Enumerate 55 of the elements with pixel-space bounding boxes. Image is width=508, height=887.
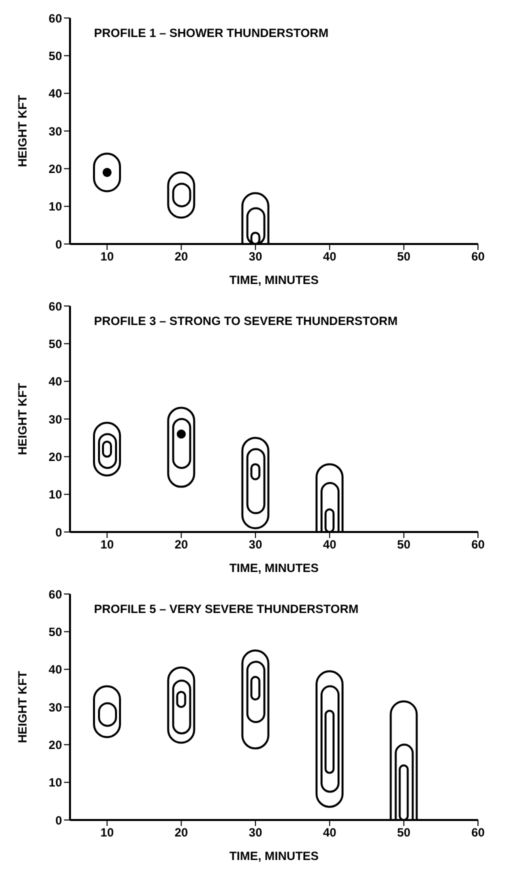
bar <box>241 436 270 530</box>
y-tick-label: 0 <box>55 237 62 252</box>
y-tick-label: 30 <box>48 700 62 714</box>
y-tick-label: 50 <box>48 624 62 639</box>
x-tick-label: 10 <box>100 250 114 264</box>
y-tick-label: 60 <box>48 11 62 26</box>
text: PROFILE 5 – VERY SEVERE THUNDERSTORM <box>94 602 358 616</box>
x-tick-label: 20 <box>174 826 188 840</box>
y-tick-label: 50 <box>48 48 62 63</box>
x-tick-label: 60 <box>471 538 485 552</box>
x-tick-label: 50 <box>397 538 411 552</box>
x-tick-label: 40 <box>322 250 337 264</box>
x-axis-title: TIME, MINUTES <box>229 273 319 287</box>
y-tick-label: 40 <box>48 662 62 677</box>
y-tick-label: 30 <box>48 124 62 138</box>
y-tick-label: 60 <box>48 587 62 602</box>
y-tick-label: 10 <box>48 776 62 790</box>
x-tick-label: 30 <box>248 250 262 264</box>
x-tick-label: 20 <box>174 250 188 264</box>
y-axis-title: HEIGHT KFT <box>15 670 30 743</box>
y-axis-title: HEIGHT KFT <box>15 382 30 455</box>
x-tick-label: 40 <box>322 826 337 840</box>
x-axis-title: TIME, MINUTES <box>229 849 319 863</box>
x-tick-label: 50 <box>397 826 411 840</box>
x-tick-label: 40 <box>322 538 337 552</box>
y-tick-label: 40 <box>48 86 62 101</box>
x-tick-label: 20 <box>174 538 188 552</box>
x-tick-label: 10 <box>100 826 114 840</box>
bar <box>316 670 344 808</box>
bar <box>324 710 335 774</box>
text: PROFILE 3 – STRONG TO SEVERE THUNDERSTORM <box>94 314 398 328</box>
bar <box>241 650 270 750</box>
x-tick-label: 60 <box>471 250 485 264</box>
y-axis-title: HEIGHT KFT <box>15 94 30 167</box>
y-tick-label: 10 <box>48 488 62 502</box>
text: PROFILE 1 – SHOWER THUNDERSTORM <box>94 26 328 40</box>
y-tick-label: 40 <box>48 374 62 389</box>
y-tick-label: 20 <box>48 738 62 752</box>
bar <box>246 448 266 514</box>
bar <box>320 685 340 793</box>
x-tick-label: 60 <box>471 826 485 840</box>
x-tick-label: 10 <box>100 538 114 552</box>
x-tick-label: 30 <box>248 826 262 840</box>
y-tick-label: 60 <box>48 299 62 314</box>
bar <box>246 660 266 724</box>
y-tick-label: 20 <box>48 162 62 176</box>
y-tick-label: 0 <box>55 525 62 540</box>
y-tick-label: 10 <box>48 200 62 214</box>
x-tick-label: 30 <box>248 538 262 552</box>
y-tick-label: 20 <box>48 450 62 464</box>
x-axis-title: TIME, MINUTES <box>229 561 319 575</box>
y-tick-label: 30 <box>48 412 62 426</box>
x-tick-label: 50 <box>397 250 411 264</box>
y-tick-label: 0 <box>55 813 62 828</box>
y-tick-label: 50 <box>48 336 62 351</box>
